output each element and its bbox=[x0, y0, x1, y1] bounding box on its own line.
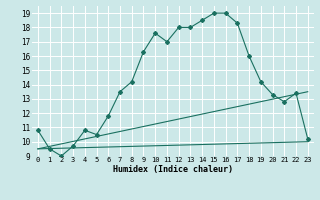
X-axis label: Humidex (Indice chaleur): Humidex (Indice chaleur) bbox=[113, 165, 233, 174]
